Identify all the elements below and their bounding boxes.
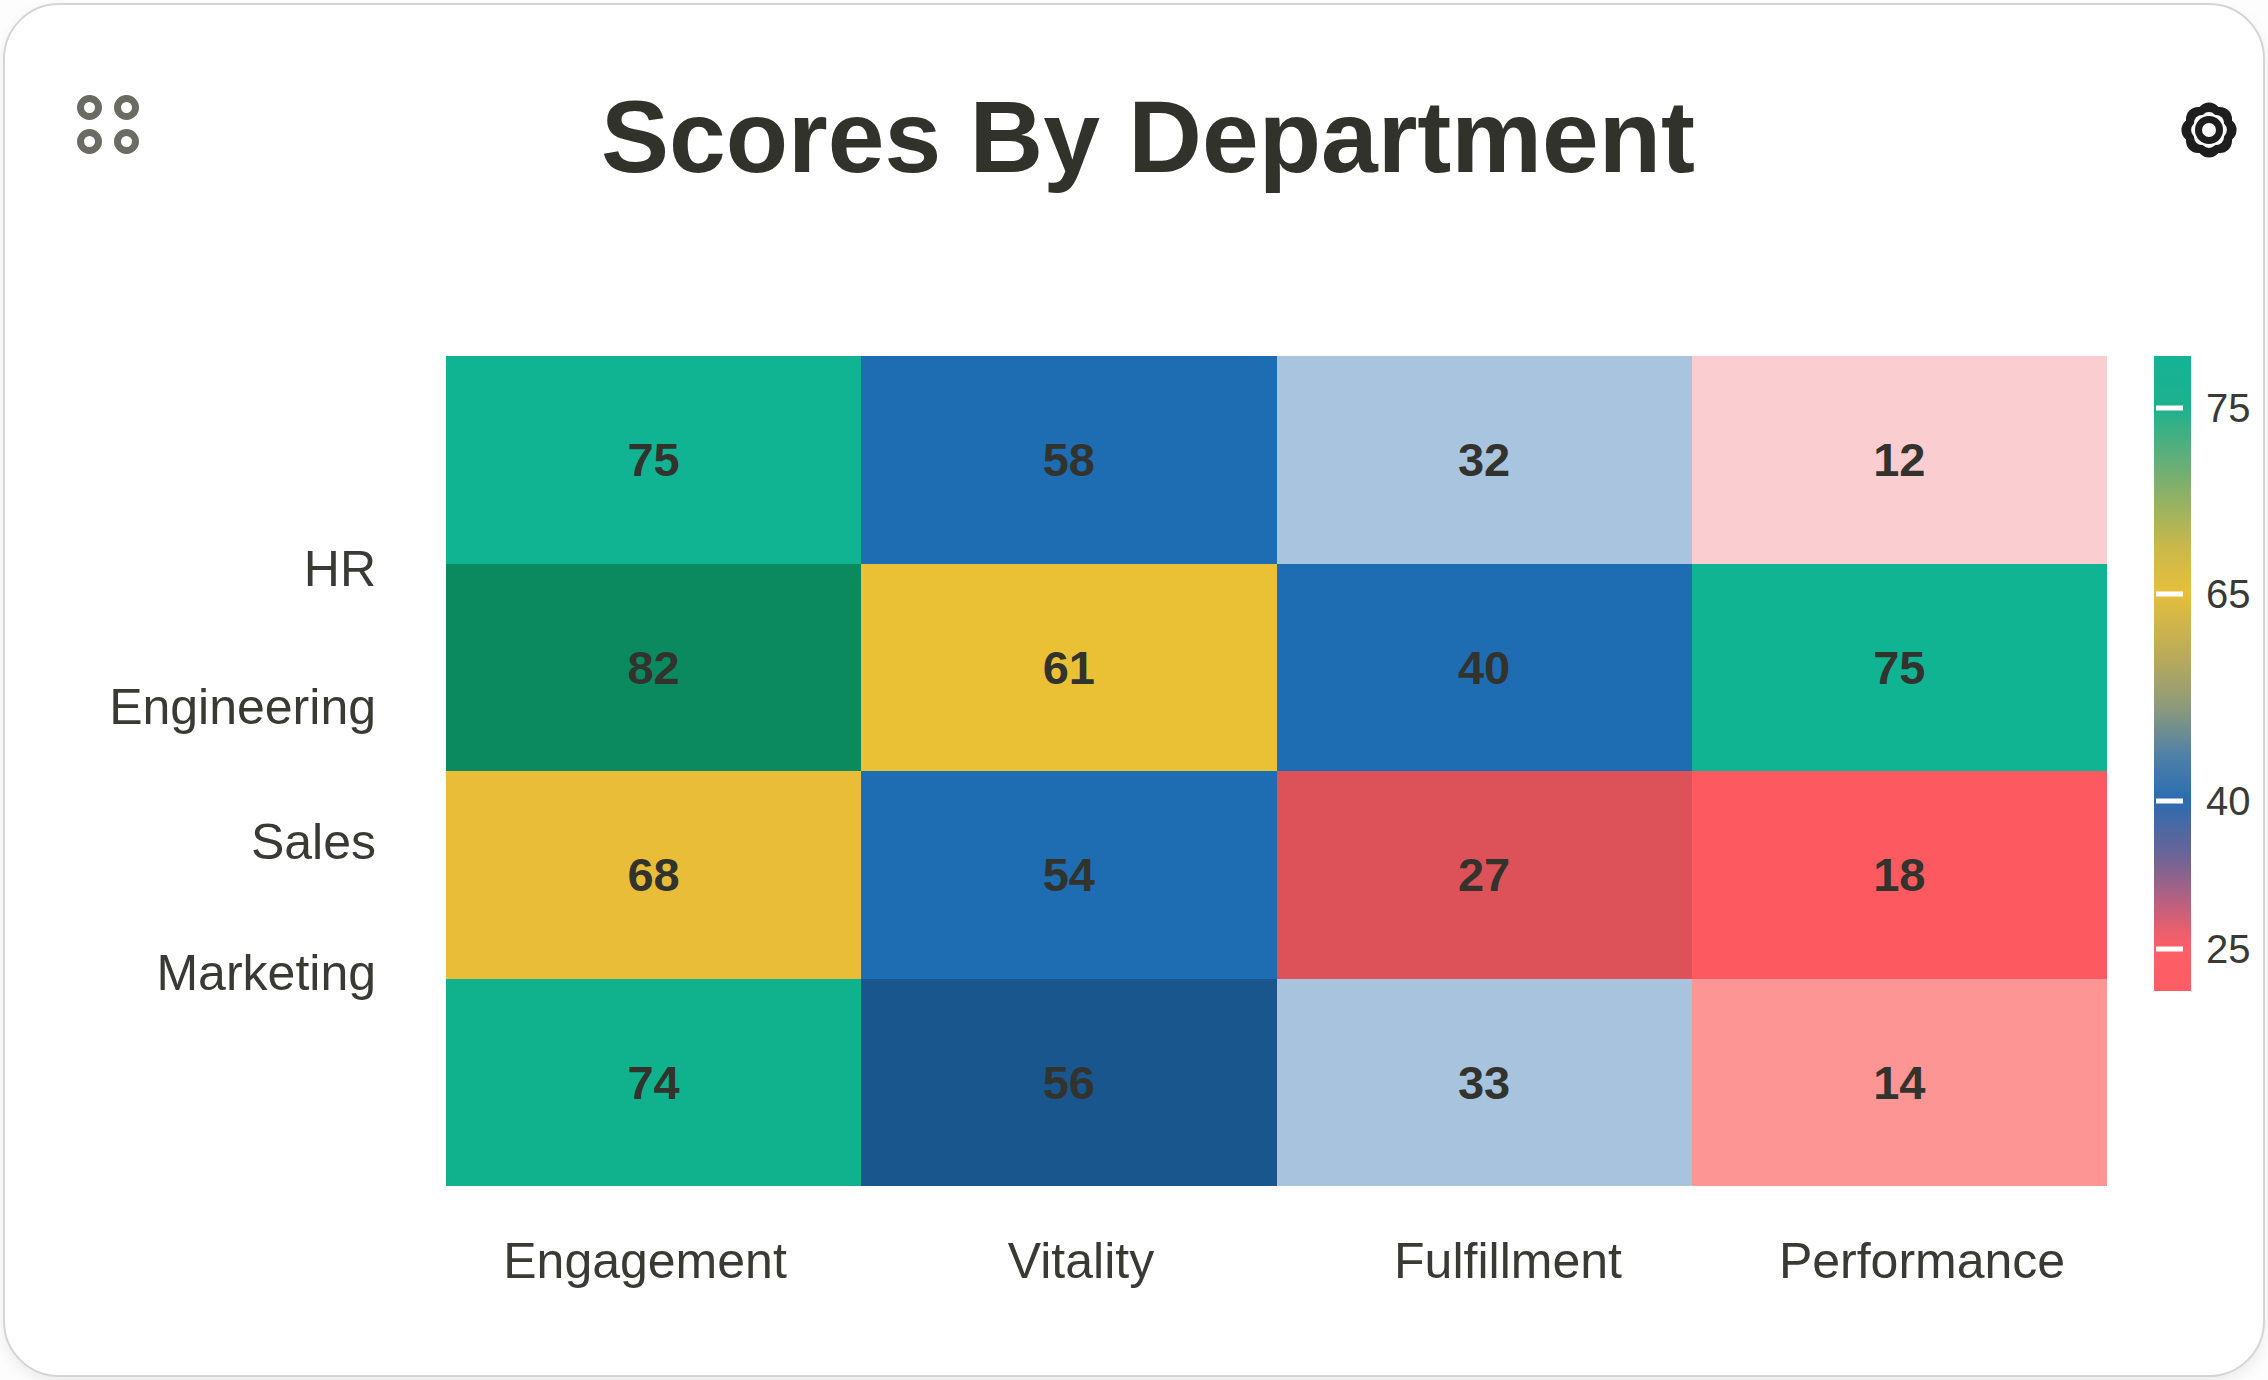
gear-icon <box>2171 92 2247 168</box>
colorbar-tick-label: 65 <box>2206 572 2251 617</box>
cell-value: 14 <box>1873 1055 1925 1110</box>
colorbar-tick-label: 75 <box>2206 386 2251 431</box>
heatmap-cell[interactable]: 27 <box>1277 771 1692 979</box>
cell-value: 74 <box>627 1055 679 1110</box>
colorbar-tick-label: 40 <box>2206 778 2251 823</box>
cell-value: 18 <box>1873 847 1925 902</box>
cell-value: 56 <box>1043 1055 1095 1110</box>
cell-value: 33 <box>1458 1055 1510 1110</box>
heatmap-cell[interactable]: 82 <box>446 564 861 772</box>
col-label-fulfillment: Fulfillment <box>1394 1232 1622 1290</box>
settings-button[interactable] <box>2169 91 2249 171</box>
heatmap-cell[interactable]: 40 <box>1277 564 1692 772</box>
heatmap: 75 58 32 12 82 61 40 75 68 54 27 18 74 56 33 14 <box>446 356 2107 1186</box>
heatmap-cell[interactable]: 75 <box>446 356 861 564</box>
heatmap-cell[interactable]: 14 <box>1692 979 2107 1187</box>
colorbar-tick <box>2156 798 2183 803</box>
cell-value: 68 <box>627 847 679 902</box>
heatmap-cell[interactable]: 54 <box>861 771 1276 979</box>
heatmap-cell[interactable]: 61 <box>861 564 1276 772</box>
col-label-performance: Performance <box>1779 1232 2065 1290</box>
heatmap-cell[interactable]: 12 <box>1692 356 2107 564</box>
row-label-sales: Sales <box>5 813 376 871</box>
cell-value: 12 <box>1873 432 1925 487</box>
colorbar-tick <box>2156 406 2183 411</box>
row-label-marketing: Marketing <box>5 944 376 1002</box>
cell-value: 54 <box>1043 847 1095 902</box>
heatmap-cell[interactable]: 75 <box>1692 564 2107 772</box>
chart-card: Scores By Department 75 58 32 12 82 61 40 75 68 5… <box>3 3 2265 1377</box>
col-label-engagement: Engagement <box>503 1232 787 1290</box>
heatmap-cell[interactable]: 33 <box>1277 979 1692 1187</box>
cell-value: 75 <box>1873 640 1925 695</box>
heatmap-cell[interactable]: 58 <box>861 356 1276 564</box>
heatmap-cell[interactable]: 32 <box>1277 356 1692 564</box>
row-label-hr: HR <box>5 540 376 598</box>
chart-title: Scores By Department <box>19 79 2265 196</box>
cell-value: 61 <box>1043 640 1095 695</box>
row-label-engineering: Engineering <box>5 678 376 736</box>
heatmap-cell[interactable]: 56 <box>861 979 1276 1187</box>
cell-value: 75 <box>627 432 679 487</box>
cell-value: 32 <box>1458 432 1510 487</box>
cell-value: 82 <box>627 640 679 695</box>
cell-value: 40 <box>1458 640 1510 695</box>
heatmap-cell[interactable]: 74 <box>446 979 861 1187</box>
colorbar-tick <box>2156 592 2183 597</box>
heatmap-cell[interactable]: 68 <box>446 771 861 979</box>
cell-value: 58 <box>1043 432 1095 487</box>
col-label-vitality: Vitality <box>1008 1232 1154 1290</box>
heatmap-cell[interactable]: 18 <box>1692 771 2107 979</box>
colorbar-tick-label: 25 <box>2206 927 2251 972</box>
cell-value: 27 <box>1458 847 1510 902</box>
colorbar-tick <box>2156 947 2183 952</box>
colorbar-legend <box>2154 356 2191 991</box>
